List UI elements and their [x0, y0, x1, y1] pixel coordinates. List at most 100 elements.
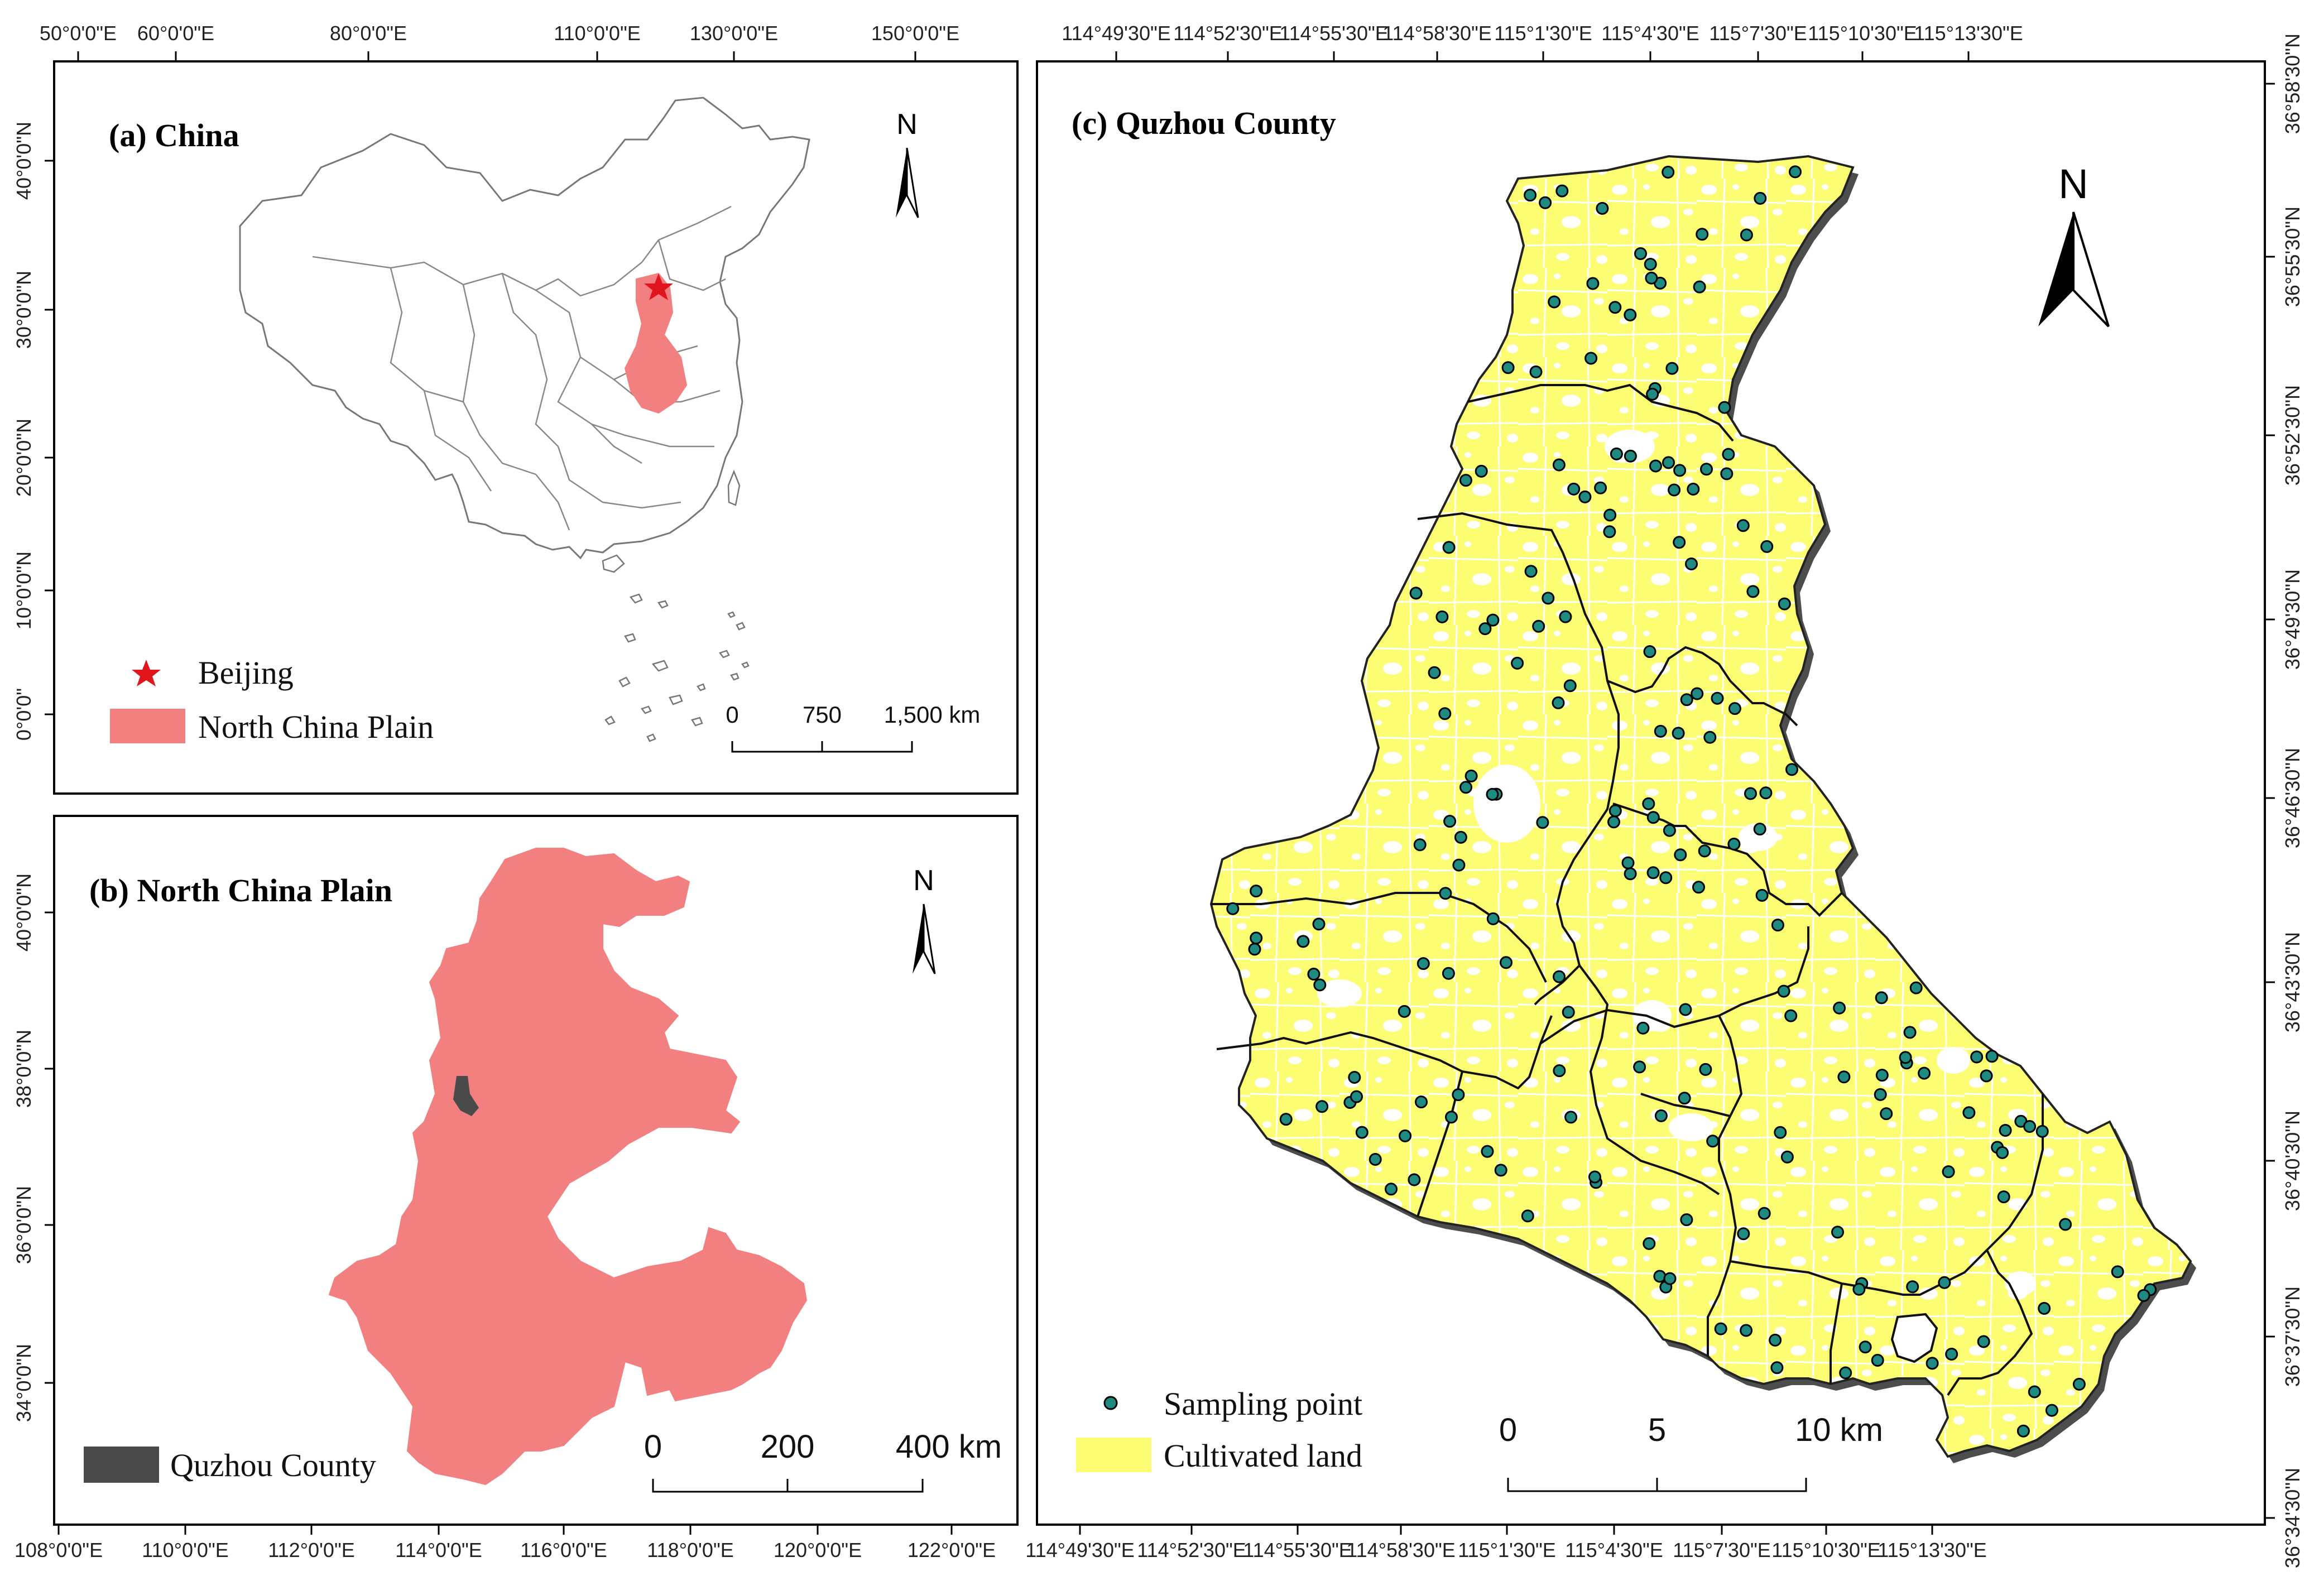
sampling-point	[1524, 565, 1538, 578]
c-right-tick-label: 36°43'30"N	[2281, 932, 2304, 1032]
panel-a: 50°0'0"E 60°0'0"E 80°0'0"E 110°0'0"E 130°0'0…	[12, 22, 1019, 795]
panel-c-scale-bar: 0 5 10 km	[1499, 1412, 1883, 1492]
c-top-tick-label: 115°10'30"E	[1808, 22, 1917, 45]
sampling-point	[1962, 1106, 1976, 1119]
sampling-point	[1553, 1064, 1566, 1078]
sampling-point	[1996, 1146, 2009, 1159]
north-china-plain-shape	[328, 848, 808, 1486]
taiwan-island	[727, 469, 741, 506]
sampling-point	[1906, 1280, 1919, 1294]
sampling-point	[1769, 1333, 1782, 1347]
sampling-point	[1634, 247, 1647, 260]
sampling-point	[1567, 482, 1581, 496]
scale-a-0: 0	[726, 701, 738, 728]
sampling-point	[1408, 1173, 1421, 1186]
sampling-points	[1226, 165, 2157, 1438]
sampling-point	[1770, 1361, 1784, 1375]
scale-b-1: 200	[761, 1429, 815, 1465]
sampling-point	[1784, 1009, 1798, 1022]
quzhou-county-cultivated-land	[1209, 155, 2192, 1458]
sampling-point	[1564, 1111, 1578, 1124]
sampling-point	[1633, 1060, 1646, 1074]
sampling-point	[1700, 463, 1713, 476]
b-bottom-tick-label: 108°0'0"E	[15, 1539, 103, 1561]
sampling-point	[1687, 483, 1700, 496]
sampling-point	[1662, 456, 1675, 469]
sampling-point	[1985, 1050, 1999, 1063]
sampling-point	[1500, 956, 1512, 969]
c-right-tick-label: 36°49'30"N	[2281, 569, 2304, 670]
sampling-point	[1442, 541, 1456, 554]
sampling-point	[1529, 365, 1543, 378]
sampling-point	[1315, 1100, 1329, 1113]
sampling-point	[1680, 1213, 1693, 1227]
enclave-hole	[1890, 1313, 1938, 1363]
sampling-point	[1415, 1095, 1428, 1109]
sampling-point	[1608, 804, 1622, 818]
sampling-point	[1586, 277, 1600, 290]
panel-a-title: (a) China	[109, 117, 239, 153]
sampling-point	[1643, 1237, 1656, 1250]
sampling-point	[1678, 1092, 1691, 1105]
sampling-point	[1369, 1153, 1382, 1166]
sampling-point	[1672, 727, 1685, 740]
a-top-tick-label: 150°0'0"E	[871, 22, 959, 45]
sampling-point	[1727, 838, 1741, 850]
sampling-point	[1501, 361, 1515, 374]
sampling-point	[1494, 1164, 1507, 1177]
sampling-point	[1774, 1126, 1787, 1139]
sampling-point	[1636, 1021, 1650, 1035]
c-bottom-tick-label: 115°4'30"E	[1565, 1539, 1663, 1561]
sampling-point	[1312, 917, 1326, 931]
sampling-point	[1603, 525, 1616, 539]
legend-quzhou-label: Quzhou County	[170, 1447, 376, 1483]
sampling-point	[1475, 464, 1488, 478]
b-left-tick-label: 40°0'0"N	[12, 873, 35, 952]
sampling-point	[1693, 280, 1706, 294]
scale-c-2: 10 km	[1795, 1412, 1883, 1448]
sampling-point	[2072, 1377, 2086, 1391]
a-left-tick-label: 20°0'0"N	[12, 419, 35, 497]
china-map	[239, 97, 810, 742]
sampling-point	[1385, 1183, 1398, 1196]
sampling-point	[1871, 1354, 1884, 1367]
sampling-point	[1679, 1003, 1692, 1016]
c-top-tick-label: 115°4'30"E	[1601, 22, 1699, 45]
legend-ncp-label: North China Plain	[198, 709, 434, 745]
sampling-point	[1663, 1272, 1677, 1285]
sampling-point	[1918, 1066, 1931, 1080]
legend-beijing-label: Beijing	[198, 655, 294, 691]
sampling-point	[1753, 823, 1766, 836]
north-arrow-label: N	[913, 864, 934, 897]
legend-cultivated-label: Cultivated land	[1164, 1438, 1362, 1474]
a-top-tick-label: 60°0'0"E	[137, 22, 214, 45]
sampling-point	[1486, 613, 1500, 627]
c-bottom-tick-label: 115°7'30"E	[1673, 1539, 1771, 1561]
sampling-point	[1643, 645, 1656, 659]
sampling-point	[1621, 856, 1635, 869]
b-bottom-tick-label: 114°0'0"E	[395, 1539, 482, 1561]
sampling-point	[1454, 830, 1467, 844]
sampling-point	[1646, 387, 1659, 401]
panel-a-scale-bar: 0 750 1,500 km	[726, 701, 980, 753]
panel-c-title: (c) Quzhou County	[1072, 105, 1336, 141]
sampling-point	[1603, 508, 1617, 522]
sampling-point	[1654, 724, 1667, 738]
north-china-plain-swatch	[110, 709, 185, 743]
north-arrow-label: N	[2058, 161, 2088, 207]
sampling-point	[1875, 1069, 1889, 1082]
sampling-point	[2045, 1404, 2058, 1417]
c-top-tick-label: 114°52'30"E	[1173, 22, 1283, 45]
sampling-point	[1248, 943, 1261, 956]
c-top-tick-label: 114°49'30"E	[1062, 22, 1171, 45]
township-boundaries	[1211, 383, 2044, 1396]
a-top-tick-label: 80°0'0"E	[330, 22, 407, 45]
scale-b-2: 400 km	[896, 1429, 1002, 1465]
sampling-point	[1926, 1357, 1939, 1370]
sampling-point	[1644, 258, 1657, 271]
scale-a-1: 750	[803, 701, 842, 728]
sampling-point	[1698, 844, 1711, 858]
panel-b-legend: Quzhou County	[84, 1447, 376, 1483]
sampling-point	[1938, 1276, 1951, 1289]
sampling-point	[1720, 467, 1734, 480]
